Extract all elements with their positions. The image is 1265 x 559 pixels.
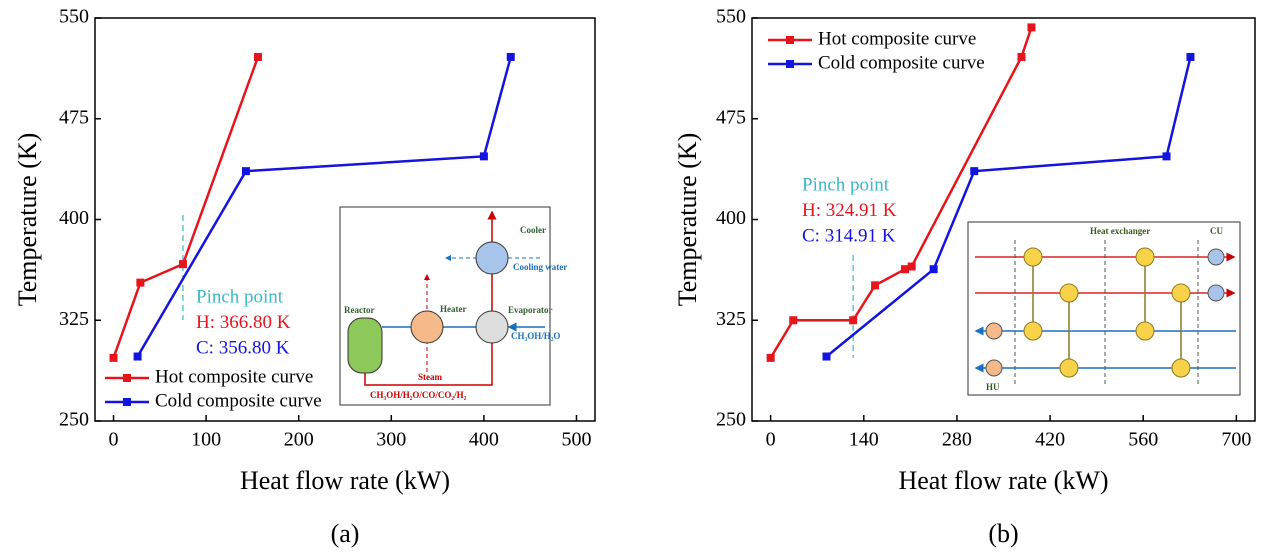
point — [822, 352, 831, 361]
x-tick-label: 200 — [284, 429, 314, 451]
exchanger-links — [1032, 257, 1182, 368]
point — [253, 52, 262, 61]
point — [133, 352, 142, 361]
point — [136, 278, 145, 287]
inset-label: Heat exchanger — [1090, 226, 1150, 236]
y-tick-label: 550 — [59, 6, 89, 28]
x-tick-label: 140 — [849, 429, 879, 451]
point — [1162, 152, 1171, 161]
point — [789, 316, 798, 325]
plot-frame — [751, 17, 1256, 422]
x-tick-label: 560 — [1128, 429, 1158, 451]
x-tick-label: 500 — [561, 429, 591, 451]
inset-label: Cooling water — [513, 262, 567, 272]
point — [929, 265, 938, 274]
y-axis-title: Temperature (K) — [13, 133, 42, 307]
reactor — [347, 317, 383, 374]
inset-frame — [967, 221, 1241, 396]
x-tick-label: 100 — [191, 429, 221, 451]
x-tick-label: 0 — [766, 429, 776, 451]
legend-label: Hot composite curve — [155, 366, 313, 387]
y-axis-title: Temperature (K) — [673, 133, 702, 307]
inset-b: Heat exchanger CU HU — [967, 221, 1241, 396]
legend-marker — [786, 60, 794, 68]
point — [479, 152, 488, 161]
cooler — [475, 241, 509, 275]
annotation: H: 324.91 K — [802, 200, 897, 221]
y-tick-label: 475 — [59, 106, 89, 128]
inset-frame — [339, 206, 551, 406]
inset-label: Reactor — [344, 305, 374, 315]
annotation: C: 356.80 K — [196, 337, 290, 358]
y-tick-label: 250 — [59, 409, 89, 431]
evaporator — [475, 310, 509, 344]
inset-a: Cooler Cooling water Reactor Heater Evap… — [339, 206, 567, 406]
point — [907, 262, 916, 271]
legend-marker — [123, 398, 131, 406]
annotation: Pinch point — [196, 286, 284, 307]
y-tick-label: 325 — [59, 308, 89, 330]
y-tick-label: 550 — [716, 6, 746, 28]
inset-label: Cooler — [520, 225, 546, 235]
legend-marker — [786, 36, 794, 44]
inset-label: CU — [1210, 226, 1223, 236]
heaters — [985, 322, 1003, 377]
caption: (b) — [988, 519, 1018, 548]
series-line — [112, 56, 260, 359]
legend-marker — [123, 374, 131, 382]
y-tick-label: 475 — [716, 106, 746, 128]
y-tick-label: 400 — [59, 207, 89, 229]
point — [766, 353, 775, 362]
legend-label: Hot composite curve — [818, 28, 976, 49]
x-tick-label: 700 — [1221, 429, 1251, 451]
exchangers — [1023, 247, 1191, 378]
point — [241, 167, 250, 176]
point — [178, 260, 187, 269]
point — [901, 265, 910, 274]
annotation: Pinch point — [802, 174, 890, 195]
point — [871, 281, 880, 290]
x-tick-label: 420 — [1035, 429, 1065, 451]
process-line — [364, 210, 497, 386]
point — [1186, 52, 1195, 61]
inset-label: HU — [986, 382, 1000, 392]
point — [849, 316, 858, 325]
inset-label: Evaporator — [508, 305, 553, 315]
inset-label: CH₃OH/H₂O — [511, 331, 560, 341]
inset-label: Heater — [440, 304, 466, 314]
point — [506, 52, 515, 61]
inset-label: CH₃OH/H₂O/CO/CO₂/H₂ — [370, 390, 467, 400]
y-tick-label: 250 — [716, 409, 746, 431]
x-tick-label: 280 — [942, 429, 972, 451]
point — [109, 353, 118, 362]
x-axis-title: Heat flow rate (kW) — [240, 466, 450, 495]
series-line — [769, 27, 1033, 359]
legend-label: Cold composite curve — [818, 52, 985, 73]
series-line — [136, 56, 512, 358]
heater — [410, 310, 444, 344]
annotation: H: 366.80 K — [196, 312, 291, 333]
point — [1027, 23, 1036, 32]
point — [1017, 52, 1026, 61]
annotation: C: 314.91 K — [802, 225, 896, 246]
caption: (a) — [331, 519, 360, 548]
coolers — [1207, 248, 1225, 302]
y-tick-label: 325 — [716, 308, 746, 330]
inset-label: Steam — [418, 372, 442, 382]
y-tick-label: 400 — [716, 207, 746, 229]
plot-frame — [94, 17, 596, 422]
x-tick-label: 400 — [469, 429, 499, 451]
x-axis-title: Heat flow rate (kW) — [898, 466, 1108, 495]
x-tick-label: 0 — [109, 429, 119, 451]
legend-label: Cold composite curve — [155, 390, 322, 411]
x-tick-label: 300 — [376, 429, 406, 451]
point — [970, 167, 979, 176]
dividers — [1014, 240, 1199, 385]
